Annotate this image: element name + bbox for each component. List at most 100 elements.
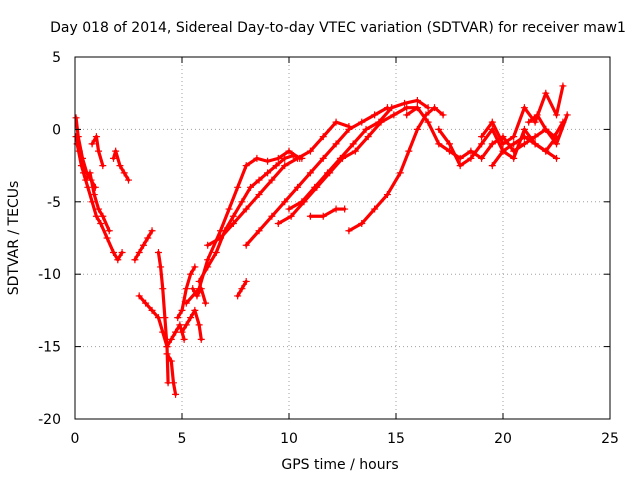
data-trace [364, 120, 381, 131]
y-tick-label: 0 [52, 122, 61, 138]
data-trace [437, 142, 452, 153]
data-trace [244, 192, 261, 211]
data-trace [424, 106, 437, 117]
series-band-3 [204, 118, 353, 249]
x-tick-label: 5 [178, 431, 187, 447]
data-trace [313, 171, 330, 189]
data-trace [206, 236, 223, 247]
data-trace [334, 127, 351, 146]
x-tick-label: 0 [71, 431, 80, 447]
y-tick-label: -15 [38, 340, 61, 356]
data-trace [321, 120, 338, 139]
data-trace [544, 127, 556, 139]
data-trace [480, 142, 494, 160]
data-trace [161, 287, 167, 320]
data-point [172, 390, 180, 398]
data-point [559, 82, 567, 90]
data-trace [257, 171, 270, 182]
series-late-4 [488, 133, 560, 170]
data-trace [223, 214, 235, 233]
data-trace [432, 106, 445, 117]
data-trace [218, 207, 231, 233]
data-trace [89, 178, 97, 189]
x-tick-label: 10 [280, 431, 298, 447]
data-trace [101, 214, 111, 233]
x-tick-label: 25 [601, 431, 619, 447]
series-early-9 [178, 306, 205, 343]
data-trace [227, 185, 240, 211]
data-trace [197, 265, 210, 284]
data-trace [398, 149, 411, 175]
data-point [439, 111, 447, 119]
data-trace [392, 106, 409, 117]
data-trace [236, 164, 248, 189]
x-tick-label: 15 [387, 431, 405, 447]
data-point [118, 248, 126, 256]
data-point [202, 299, 210, 307]
data-point [191, 263, 199, 271]
data-point [197, 335, 205, 343]
series-band-4 [242, 104, 391, 249]
data-trace [527, 113, 539, 124]
data-trace [321, 142, 338, 160]
series-early-10 [174, 263, 199, 322]
data-trace [206, 229, 223, 262]
data-trace [244, 229, 261, 247]
data-trace [522, 135, 537, 146]
data-trace [544, 149, 559, 160]
data-trace [206, 250, 218, 269]
data-trace [373, 106, 390, 117]
data-trace [437, 127, 452, 146]
data-trace [544, 91, 559, 117]
data-point [341, 205, 349, 213]
data-trace [295, 171, 312, 189]
data-point [559, 118, 567, 126]
data-trace [554, 84, 565, 117]
series-early-6 [135, 292, 188, 351]
data-trace [240, 185, 253, 204]
data-trace [469, 149, 484, 160]
data-trace [415, 106, 430, 124]
data-trace [99, 221, 109, 240]
data-trace [480, 127, 494, 146]
data-trace [156, 316, 165, 334]
data-point [180, 335, 188, 343]
data-trace [114, 149, 122, 168]
data-trace [116, 250, 124, 262]
series-early-3 [88, 133, 107, 170]
data-trace [248, 178, 261, 189]
data-trace [447, 142, 462, 168]
data-trace [512, 127, 527, 160]
y-tick-label: -20 [38, 412, 61, 428]
data-trace [184, 272, 193, 291]
chart-points [72, 82, 571, 398]
data-trace [199, 287, 208, 305]
y-tick-label: -5 [47, 195, 61, 211]
data-trace [533, 142, 548, 153]
data-trace [257, 178, 274, 197]
data-trace [501, 135, 516, 153]
series-early-12 [234, 277, 250, 300]
data-trace [308, 156, 325, 175]
data-trace [501, 142, 516, 153]
data-trace [501, 149, 516, 160]
data-trace [270, 200, 287, 218]
data-trace [490, 149, 505, 168]
data-trace [105, 236, 116, 255]
y-tick-label: 5 [52, 50, 61, 66]
data-trace [122, 171, 131, 182]
data-trace [338, 142, 355, 160]
series-early-5 [131, 227, 156, 264]
data-trace [490, 127, 505, 153]
data-trace [360, 113, 377, 124]
data-trace [266, 164, 278, 175]
data-trace [405, 106, 419, 117]
data-trace [76, 135, 85, 160]
data-trace [512, 106, 527, 139]
data-trace [150, 308, 161, 320]
data-trace [490, 120, 505, 146]
data-trace [283, 156, 300, 168]
data-trace [535, 113, 548, 131]
data-trace [325, 156, 342, 175]
data-point [105, 227, 113, 235]
